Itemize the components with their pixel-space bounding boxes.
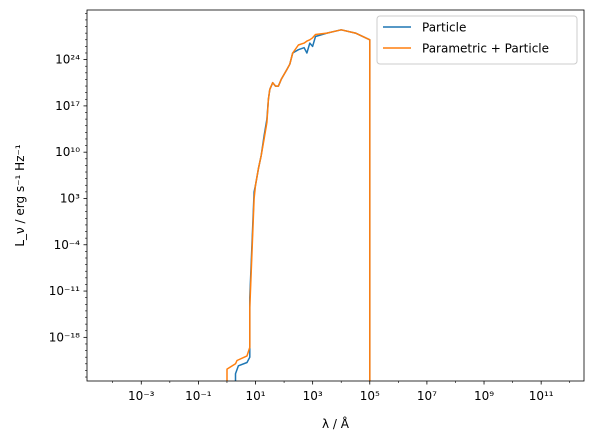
x-axis: 10⁻³ 10⁻¹ 10¹ 10³ 10⁵ 10⁷ 10⁹ 10¹¹ bbox=[113, 381, 570, 403]
x-axis-label: λ / Å bbox=[322, 416, 350, 431]
y-tick-label: 10⁻¹¹ bbox=[49, 284, 80, 298]
y-axis-label: L_ν / erg s⁻¹ Hz⁻¹ bbox=[13, 144, 27, 246]
x-tick-label: 10⁻¹ bbox=[185, 389, 212, 403]
legend: Particle Parametric + Particle bbox=[377, 16, 577, 64]
series-line-2 bbox=[227, 30, 370, 388]
y-tick-label: 10²⁴ bbox=[55, 53, 80, 67]
legend-label: Particle bbox=[422, 21, 466, 35]
series-line-1 bbox=[236, 30, 370, 388]
plot-frame bbox=[87, 10, 584, 381]
y-axis: 10⁻¹⁸ 10⁻¹¹ 10⁻⁴ 10³ 10¹⁰ 10¹⁷ 10²⁴ bbox=[49, 13, 87, 377]
legend-label: Parametric + Particle bbox=[422, 42, 549, 56]
y-tick-label: 10⁻⁴ bbox=[54, 238, 81, 252]
x-tick-label: 10⁵ bbox=[360, 389, 380, 403]
y-tick-label: 10¹⁷ bbox=[55, 99, 80, 113]
x-tick-label: 10⁻³ bbox=[128, 389, 155, 403]
y-tick-label: 10³ bbox=[60, 191, 80, 205]
x-tick-label: 10¹ bbox=[245, 389, 265, 403]
series-layer bbox=[227, 30, 370, 388]
x-tick-label: 10¹¹ bbox=[529, 389, 554, 403]
x-tick-label: 10⁷ bbox=[417, 389, 437, 403]
y-tick-label: 10¹⁰ bbox=[55, 145, 80, 159]
legend-box bbox=[377, 16, 577, 64]
y-tick-label: 10⁻¹⁸ bbox=[49, 330, 80, 344]
x-tick-label: 10³ bbox=[303, 389, 323, 403]
x-tick-label: 10⁹ bbox=[474, 389, 494, 403]
